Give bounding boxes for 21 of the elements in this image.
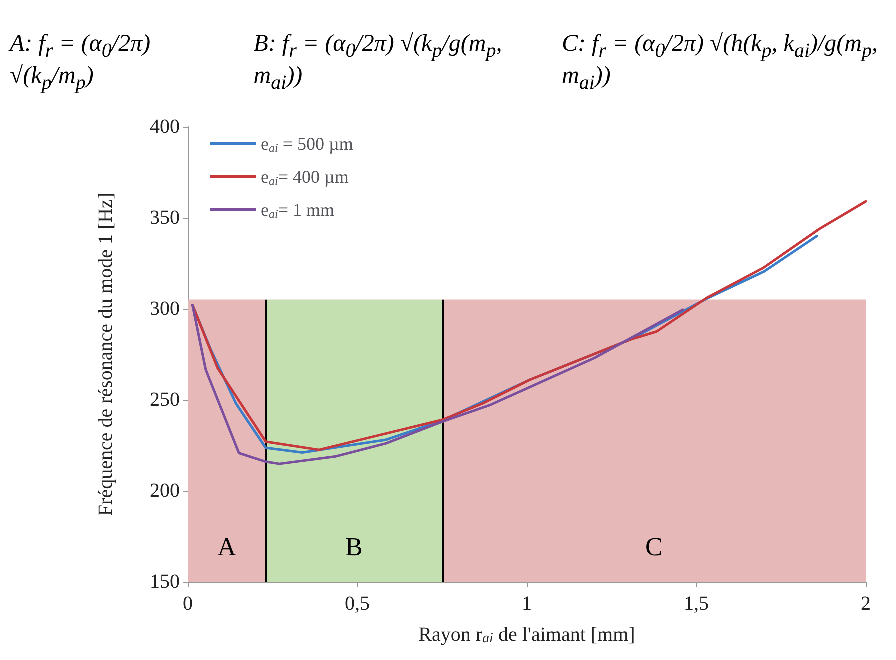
y-tick-label: 250 <box>150 389 180 411</box>
band-label: C <box>645 532 663 562</box>
x-tick-label: 2 <box>861 593 871 615</box>
y-tick-label: 350 <box>150 207 180 229</box>
line-series <box>191 304 684 466</box>
x-tick-label: 0 <box>183 593 193 615</box>
y-axis-title: Fréquence de résonance du mode 1 [Hz] <box>95 192 117 516</box>
x-axis-title: Rayon rai de l'aimant [mm] <box>418 624 636 646</box>
text: A: f$_{r}$ = (α$_{0}$/2π) √(k$_{p}$/m$_{p}$) <box>10 31 151 94</box>
band-label: B <box>345 532 363 562</box>
x-tick-label: 0,5 <box>345 593 370 615</box>
band-label: A <box>218 532 237 562</box>
text: B: f$_{r}$ = (α$_{0}$/2π) √(k$_{p}$/g(m$_{p}$, m$_{ai}$)) <box>254 31 502 94</box>
line-series <box>191 200 868 452</box>
x-tick-label: 1,5 <box>684 593 709 615</box>
y-tick-label: 400 <box>150 116 180 138</box>
y-tick-label: 200 <box>150 480 180 502</box>
y-tick-label: 150 <box>150 571 180 593</box>
x-tick-label: 1 <box>522 593 532 615</box>
y-tick-label: 300 <box>150 298 180 320</box>
text: C: f$_{r}$ = (α$_{0}$/2π) √(h(k$_{p}$, k$_{ai}$)/g(m$_{p}$, m$_{ai}$)) <box>562 31 878 94</box>
